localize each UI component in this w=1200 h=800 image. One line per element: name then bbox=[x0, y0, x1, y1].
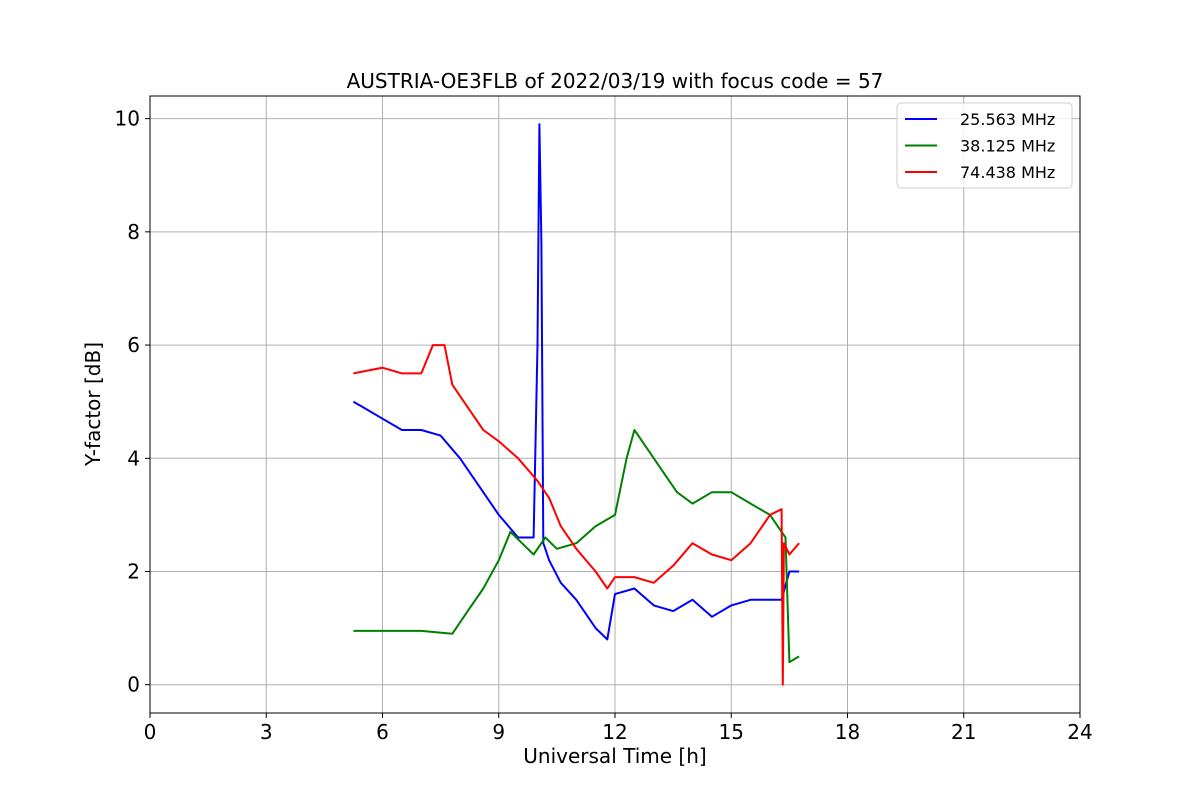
y-tick-label: 2 bbox=[127, 559, 140, 583]
y-axis-label: Y-factor [dB] bbox=[81, 342, 105, 467]
y-tick-label: 0 bbox=[127, 673, 140, 697]
x-axis-label: Universal Time [h] bbox=[523, 744, 706, 768]
x-tick-label: 18 bbox=[835, 720, 860, 744]
x-tick-label: 24 bbox=[1067, 720, 1092, 744]
legend-label-1: 38.125 MHz bbox=[960, 137, 1055, 156]
x-tick-label: 15 bbox=[719, 720, 744, 744]
x-tick-label: 21 bbox=[951, 720, 976, 744]
series-line-1 bbox=[353, 429, 800, 664]
series-lines bbox=[352, 123, 800, 686]
x-tick-label: 12 bbox=[602, 720, 627, 744]
x-tick-label: 6 bbox=[376, 720, 389, 744]
y-tick-label: 4 bbox=[127, 446, 140, 470]
x-tick-label: 3 bbox=[260, 720, 273, 744]
legend-label-2: 74.438 MHz bbox=[960, 163, 1055, 182]
chart-title: AUSTRIA-OE3FLB of 2022/03/19 with focus … bbox=[347, 69, 884, 93]
series-line-0 bbox=[352, 123, 800, 641]
y-tick-label: 8 bbox=[127, 220, 140, 244]
y-tick-label: 10 bbox=[115, 107, 140, 131]
x-tick-label: 0 bbox=[144, 720, 157, 744]
legend-label-0: 25.563 MHz bbox=[960, 110, 1055, 129]
legend: 25.563 MHz 38.125 MHz 74.438 MHz bbox=[896, 102, 1073, 189]
legend-box bbox=[896, 102, 1073, 189]
x-tick-label: 9 bbox=[492, 720, 505, 744]
series-line-2 bbox=[353, 344, 800, 686]
y-tick-label: 6 bbox=[127, 333, 140, 357]
